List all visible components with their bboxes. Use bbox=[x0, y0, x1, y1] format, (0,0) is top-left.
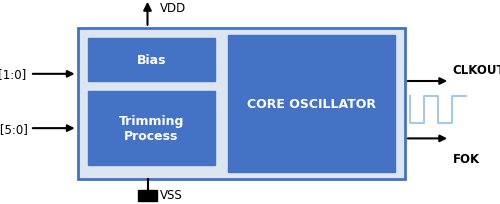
Text: FOK: FOK bbox=[452, 153, 479, 166]
FancyBboxPatch shape bbox=[88, 92, 215, 165]
FancyBboxPatch shape bbox=[88, 39, 215, 82]
Text: TRIM[5:0]: TRIM[5:0] bbox=[0, 122, 28, 135]
FancyBboxPatch shape bbox=[78, 29, 405, 180]
FancyBboxPatch shape bbox=[228, 36, 395, 172]
Text: Trimming
Process: Trimming Process bbox=[118, 115, 184, 142]
Text: CORE OSCILLATOR: CORE OSCILLATOR bbox=[247, 98, 376, 111]
Text: Bias: Bias bbox=[136, 54, 166, 67]
FancyBboxPatch shape bbox=[138, 190, 157, 201]
Text: EN[1:0]: EN[1:0] bbox=[0, 68, 28, 81]
Text: VDD: VDD bbox=[160, 2, 186, 15]
Text: VSS: VSS bbox=[160, 188, 183, 201]
Text: CLKOUT: CLKOUT bbox=[452, 64, 500, 77]
